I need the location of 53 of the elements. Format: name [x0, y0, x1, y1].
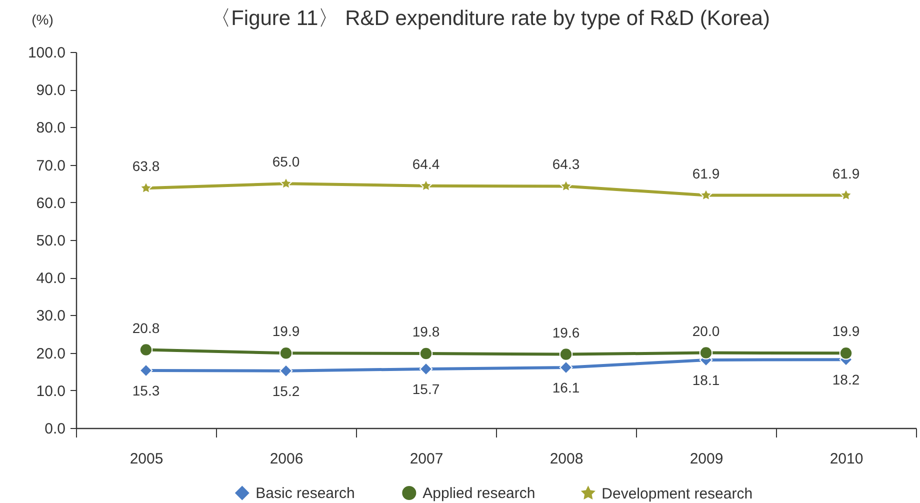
y-tick-label: 100.0	[28, 44, 66, 62]
y-tick-label: 50.0	[36, 232, 66, 250]
point	[839, 346, 853, 360]
point	[279, 364, 293, 378]
data-label: 63.8	[132, 158, 160, 174]
data-label: 15.2	[272, 382, 300, 399]
y-tick-label: 10.0	[36, 382, 66, 400]
y-tick-label: 30.0	[36, 308, 66, 325]
y-tick-label: 40.0	[36, 270, 66, 288]
y-tick-label: 90.0	[36, 82, 66, 100]
x-tick-label: 2009	[690, 450, 724, 468]
y-tick-label: 60.0	[36, 194, 66, 212]
data-label: 15.7	[412, 380, 440, 397]
y-tick-label: 70.0	[36, 157, 66, 174]
point	[840, 188, 852, 201]
data-label: 64.4	[412, 156, 440, 172]
y-tick-label: 80.0	[36, 120, 66, 137]
point	[559, 360, 573, 374]
data-label: 64.3	[552, 156, 580, 172]
point	[279, 346, 293, 360]
x-tick-label: 2005	[130, 450, 164, 468]
x-tick-label: 2008	[550, 450, 584, 468]
x-tick-label: 2007	[410, 450, 444, 468]
data-label: 15.3	[132, 382, 160, 398]
data-label: 18.2	[832, 372, 860, 388]
data-label: 20.0	[692, 322, 720, 339]
x-tick-label: 2006	[270, 450, 304, 468]
point	[560, 180, 572, 192]
point	[559, 348, 573, 361]
data-label: 20.8	[132, 320, 160, 336]
legend-label: Development research	[602, 485, 753, 502]
point	[699, 346, 713, 360]
x-tick-label: 2010	[830, 450, 864, 468]
data-label: 65.0	[272, 154, 300, 170]
legend-label: Applied research	[422, 484, 536, 502]
data-label: 16.1	[552, 379, 580, 396]
data-label: 61.9	[832, 165, 860, 182]
y-tick-label: 20.0	[36, 345, 66, 362]
point	[419, 362, 433, 376]
data-label: 19.6	[552, 324, 580, 340]
data-label: 19.8	[412, 324, 440, 340]
data-label: 18.1	[692, 372, 720, 388]
point	[139, 343, 153, 356]
y-axis-title: (%)	[32, 12, 54, 28]
point	[419, 346, 433, 360]
point	[139, 364, 153, 378]
data-label: 19.9	[832, 323, 860, 340]
legend-label: Basic research	[256, 484, 355, 502]
point	[700, 188, 712, 201]
data-label: 19.9	[272, 323, 300, 340]
data-label: 61.9	[692, 165, 720, 182]
chart-title: 〈Figure 11〉 R&D expenditure rate by type of R&D (Korea)	[210, 7, 770, 30]
y-tick-label: 0.0	[44, 420, 66, 438]
